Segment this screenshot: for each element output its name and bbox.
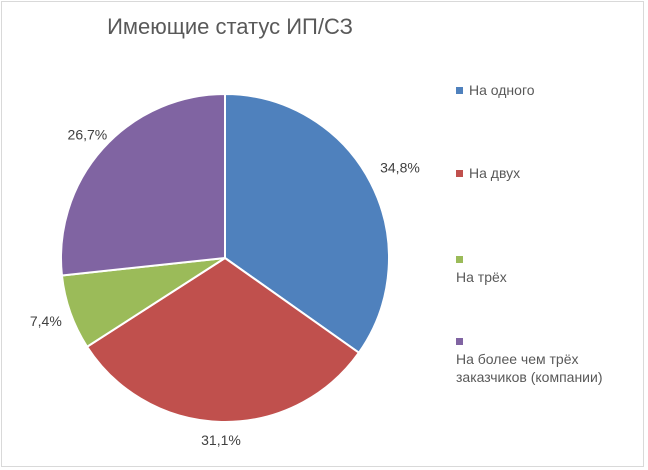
legend-item: На трёх <box>456 250 507 286</box>
data-label: 7,4% <box>30 313 62 329</box>
legend-item: На одного <box>456 81 535 99</box>
legend-item: На двух <box>456 164 520 182</box>
legend-label: На одного <box>469 82 535 98</box>
legend-label: На двух <box>469 165 521 181</box>
chart-title: Имеющие статус ИП/СЗ <box>107 14 353 39</box>
legend-swatch <box>456 255 463 263</box>
data-label: 34,8% <box>380 159 420 175</box>
legend-swatch <box>456 169 463 177</box>
pie-slice <box>60 92 226 277</box>
legend-swatch <box>456 86 463 94</box>
legend-swatch <box>456 337 463 345</box>
pie-slice <box>85 256 361 423</box>
legend-item: На более чем трёх заказчиков (компании) <box>456 332 636 386</box>
legend-label: На трёх <box>456 269 507 285</box>
data-label: 26,7% <box>68 126 108 142</box>
pie-slice <box>224 92 390 355</box>
legend-label: На более чем трёх заказчиков (компании) <box>456 351 603 385</box>
data-label: 31,1% <box>201 432 241 448</box>
